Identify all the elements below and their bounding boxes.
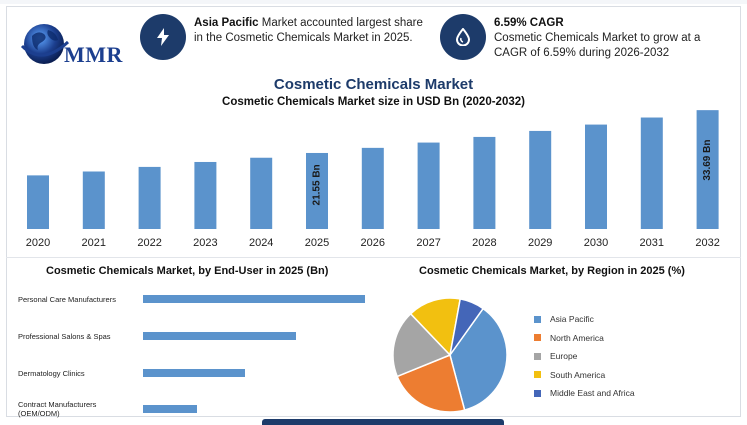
info-card-region-body: Market accounted largest share in the Co… bbox=[194, 17, 423, 44]
legend-label: Asia Pacific bbox=[550, 314, 594, 325]
x-tick-label: 2029 bbox=[528, 237, 552, 249]
legend-swatch bbox=[534, 352, 541, 360]
x-tick-label: 2024 bbox=[249, 237, 273, 249]
end-user-bar bbox=[143, 369, 246, 377]
legend-item: Europe bbox=[534, 347, 635, 366]
bar-2031 bbox=[640, 117, 663, 229]
bar-2029 bbox=[529, 130, 552, 229]
bar-data-label: 33.69 Bn bbox=[702, 139, 713, 180]
bar-2030 bbox=[585, 124, 607, 229]
logo-text: MMR bbox=[64, 42, 123, 67]
x-tick-label: 2027 bbox=[416, 237, 440, 249]
info-card-cagr-highlight: 6.59% CAGR bbox=[494, 17, 564, 29]
legend-swatch bbox=[534, 315, 541, 323]
bar-2022 bbox=[138, 166, 161, 229]
pie-slice-middle-east-and-africa bbox=[449, 298, 485, 356]
info-card-region-text: Asia Pacific Market accounted largest sh… bbox=[194, 16, 430, 46]
end-user-label: Contract Manufacturers (OEM/ODM) bbox=[18, 400, 97, 418]
info-card-cagr-text: 6.59% CAGR Cosmetic Chemicals Market to g… bbox=[494, 16, 736, 61]
bar-2023 bbox=[194, 161, 217, 229]
lightning-icon bbox=[140, 14, 186, 60]
legend-swatch bbox=[534, 371, 541, 379]
end-user-chart-title: Cosmetic Chemicals Market, by End-User i… bbox=[46, 265, 329, 277]
bar-2021 bbox=[82, 171, 105, 229]
globe-icon bbox=[20, 24, 70, 64]
x-tick-label: 2023 bbox=[193, 237, 217, 249]
pie-slice-north-america bbox=[396, 353, 466, 413]
section-divider bbox=[6, 257, 741, 258]
end-user-bar bbox=[143, 332, 297, 340]
legend-swatch bbox=[534, 334, 541, 342]
pie-slice-south-america bbox=[409, 297, 462, 357]
bar-2024 bbox=[250, 157, 273, 229]
bar-2026 bbox=[361, 147, 384, 229]
bar-2028 bbox=[473, 136, 496, 229]
x-tick-label: 2020 bbox=[26, 237, 50, 249]
legend-label: South America bbox=[550, 369, 606, 380]
pie-slice-asia-pacific bbox=[449, 307, 508, 412]
market-chart-subtitle: Cosmetic Chemicals Market size in USD Bn… bbox=[222, 96, 525, 108]
x-tick-label: 2021 bbox=[82, 237, 106, 249]
legend-label: Middle East and Africa bbox=[550, 388, 635, 399]
end-user-bar bbox=[143, 405, 197, 413]
end-user-bar bbox=[143, 295, 365, 303]
mmr-logo: MMR bbox=[14, 16, 124, 70]
bar-2027 bbox=[417, 142, 440, 229]
pie-slice-europe bbox=[392, 312, 452, 378]
legend-item: North America bbox=[534, 329, 635, 348]
region-chart-title: Cosmetic Chemicals Market, by Region in … bbox=[419, 265, 685, 277]
bar-data-label: 21.55 Bn bbox=[312, 164, 323, 205]
info-card-region: Asia Pacific Market accounted largest sh… bbox=[140, 14, 430, 60]
legend-item: South America bbox=[534, 366, 635, 385]
x-tick-label: 2030 bbox=[584, 237, 608, 249]
bar-2020 bbox=[27, 175, 49, 229]
water-drop-icon bbox=[440, 14, 486, 60]
end-user-label: Professional Salons & Spas bbox=[18, 332, 111, 341]
end-user-label: Dermatology Clinics bbox=[18, 369, 85, 378]
legend-item: Asia Pacific bbox=[534, 310, 635, 329]
infographic-frame bbox=[6, 6, 741, 417]
info-card-region-highlight: Asia Pacific bbox=[194, 17, 259, 29]
bar-2025 bbox=[306, 152, 328, 229]
legend-label: North America bbox=[550, 332, 604, 343]
top-strip bbox=[0, 0, 747, 4]
x-tick-label: 2032 bbox=[695, 237, 719, 249]
info-card-cagr-body: Cosmetic Chemicals Market to grow at a C… bbox=[494, 32, 701, 59]
x-tick-label: 2025 bbox=[305, 237, 329, 249]
bar-2032 bbox=[696, 110, 719, 229]
legend-swatch bbox=[534, 389, 541, 397]
x-tick-label: 2031 bbox=[640, 237, 664, 249]
x-tick-label: 2028 bbox=[472, 237, 496, 249]
bottom-bar bbox=[262, 419, 504, 425]
x-tick-label: 2026 bbox=[361, 237, 385, 249]
legend-item: Middle East and Africa bbox=[534, 384, 635, 403]
info-card-cagr: 6.59% CAGR Cosmetic Chemicals Market to g… bbox=[440, 14, 736, 61]
legend-label: Europe bbox=[550, 351, 578, 362]
market-chart-title: Cosmetic Chemicals Market bbox=[273, 76, 474, 93]
x-tick-label: 2022 bbox=[137, 237, 161, 249]
end-user-label: Personal Care Manufacturers bbox=[18, 295, 116, 304]
region-legend: Asia Pacific North America Europe South Ame… bbox=[534, 310, 635, 403]
